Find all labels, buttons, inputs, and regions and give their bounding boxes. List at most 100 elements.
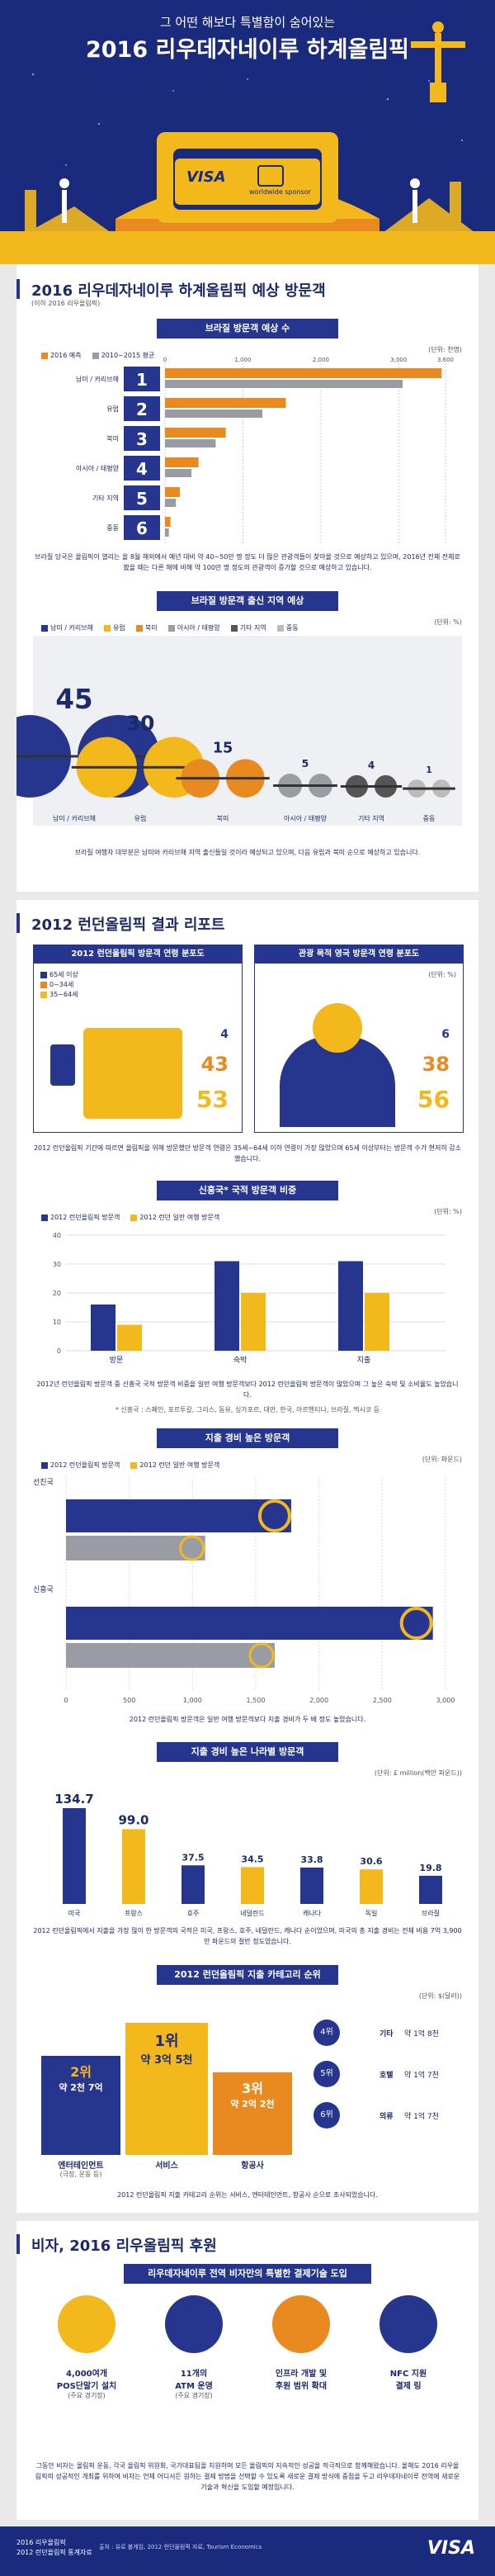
bar-forecast [165, 457, 199, 467]
arrivals-chart: 0 1,000 2,000 3,000 3,600 1 남미 / 카리브해 2 유럽 3 북미 4 아시… [76, 357, 454, 545]
row-label: 선진국 [33, 1478, 54, 1487]
section-title: 비자, 2016 리우올림픽 후원 [31, 2237, 217, 2255]
age-value-35-64: 53 [196, 1086, 229, 1113]
legend-item: 2010~2015 평균 [92, 351, 154, 360]
chart-legend: 2012 런던올림픽 방문객 2012 런던 일반 여행 방문객 [41, 1455, 226, 1470]
bar-olympic [66, 1607, 433, 1640]
feature-title-2: 후원 범위 확대 [275, 2382, 328, 2391]
country-label: 캐나다 [303, 1910, 322, 1917]
age-panel-left: 2012 런던올림픽 방문객 연령 분포도 65세 이상 0~34세 35~64… [33, 945, 243, 1133]
pos-terminal-icon [58, 2295, 116, 2353]
bar-average [165, 410, 263, 418]
category-row: 6위 의류 약 1억 7천 [314, 2097, 462, 2138]
section-visa: 비자, 2016 리우올림픽 후원 리우데자네이루 전역 비자만의 특별한 결제… [16, 2221, 478, 2520]
athlete-figure [419, 1875, 442, 1904]
bar-olympic [66, 1499, 291, 1532]
bar-olympic [91, 1305, 116, 1351]
podium-label: 서비스 [155, 2162, 178, 2171]
row-label: 아시아 / 태평양 [76, 464, 120, 472]
section-visitors: 2016 리우데자네이루 하계올림픽 예상 방문객 (이하 2016 리우올림픽… [16, 264, 478, 892]
legend-item: 중동 [276, 623, 299, 632]
category-amount: 약 1억 8천 [404, 2030, 440, 2039]
section-title: 2016 리우데자네이루 하계올림픽 예상 방문객 [31, 282, 326, 300]
section-paragraph: 그동안 비자는 올림픽 운동, 각국 올림픽 위원회, 국가대표팀을 지원하며 … [35, 2462, 460, 2491]
bar-forecast [165, 487, 180, 497]
podium-rank: 2위 [70, 2064, 92, 2080]
section-note: (이하 2016 리우올림픽) [31, 300, 101, 307]
feature-pos: 4,000여개 POS단말기 설치 (주요 경기장) [33, 2295, 140, 2400]
bike-wheel-icon [248, 1642, 275, 1669]
row-label: 유럽 [106, 405, 119, 413]
rank-box [124, 485, 160, 510]
chart-unit: (단위: %) [428, 971, 456, 978]
chart-ribbon: 지출 경비 높은 방문객 [157, 1428, 338, 1448]
chart-unit: (단위: $(달러)) [418, 1992, 462, 2000]
bar-general [365, 1293, 389, 1351]
podium-amount: 약 3억 5천 [140, 2054, 193, 2067]
podium: 2위 약 2천 7억 1위 약 3억 5천 3위 약 2억 2천 [41, 2006, 297, 2155]
bar-general [117, 1324, 142, 1351]
legend-item: 북미 [135, 623, 158, 632]
feature-infra: 인프라 개발 및 후원 범위 확대 [248, 2295, 355, 2391]
card-caption: worldwide sponsor [249, 188, 311, 196]
legend-item: 2016 예측 [41, 351, 82, 360]
emerging-chart: 40 30 20 10 0 방문 숙박 지출 [53, 1232, 446, 1365]
athlete-figure [241, 1867, 264, 1904]
tick-label: 1,500 [247, 1697, 266, 1704]
country-value: 37.5 [182, 1852, 204, 1863]
region-legend: 남미 / 카리브해 유럽 북미 아시아 / 태평양 기타 지역 중동 [41, 618, 305, 633]
radio-icon [50, 1044, 75, 1086]
section-paragraph: 브라질 여행자 대부분은 남미와 카리브해 지역 출신들일 것이라 예상되고 있… [74, 849, 421, 856]
visa-logo: VISA [427, 2538, 475, 2559]
age-panel-right: 관광 목적 영국 방문객 연령 분포도 (단위: %) 6 38 56 [254, 945, 464, 1133]
country-label: 독일 [365, 1910, 378, 1917]
category-label: 방문 [110, 1356, 124, 1365]
bar-average [165, 528, 169, 537]
feature-grid: 4,000여개 POS단말기 설치 (주요 경기장) 11개의 ATM 운영 (… [33, 2295, 462, 2436]
tick-label: 20 [53, 1290, 61, 1297]
tick-label: 1,000 [183, 1697, 202, 1704]
tick-label: 2,500 [373, 1697, 392, 1704]
luggage-icon [83, 1028, 182, 1119]
hero-subtitle: 그 어떤 해보다 특별함이 숨어있는 [159, 15, 336, 30]
legend-item: 2012 런던올림픽 방문객 [41, 1461, 120, 1470]
legend-item: 2012 런던 일반 여행 방문객 [130, 1461, 219, 1470]
bar-olympic [338, 1261, 363, 1351]
panel-title: 관광 목적 영국 방문객 연령 분포도 [255, 945, 463, 964]
podium-sublabel: (극장, 운동 등) [59, 2171, 102, 2178]
section-paragraph: 2012 런던올림픽 방문객은 일반 여행 방문객보다 지출 경비가 두 배 정… [129, 1716, 366, 1723]
atm-icon [165, 2295, 223, 2353]
tick-label: 3,000 [436, 1697, 455, 1704]
other-categories: 4위 기타 약 1억 8천 5위 호텔 약 1억 7천 6위 의류 약 1억 7… [314, 2015, 462, 2138]
rank-box [124, 396, 160, 421]
footer-source: 출처 : 유로 볼게임, 2012 런던올림픽 자료, Tourism Econ… [99, 2544, 262, 2550]
section-paragraph: 브라질 당국은 올림픽이 열리는 올 8월 해외에서 예년 대비 약 40~50… [35, 553, 460, 571]
age-value-35-64: 56 [417, 1086, 450, 1113]
podium-label: 항공사 [241, 2162, 264, 2171]
region-value: 45 [55, 684, 92, 715]
podium-amount: 약 2억 2천 [230, 2099, 275, 2110]
hero-title: 2016 리우데자네이루 하계올림픽 [85, 37, 410, 63]
olympic-rings-icon [257, 165, 284, 187]
hero-bottom-bar [0, 231, 495, 264]
country-label: 미국 [68, 1910, 81, 1917]
section-marker [16, 279, 20, 299]
age-legend: 65세 이상 0~34세 35~64세 [40, 970, 78, 1000]
feature-sub: (주요 경기장) [68, 2392, 106, 2399]
section-paragraph: 2012 런던올림픽 지출 카테고리 순위는 서비스, 엔터테인먼트, 항공사 … [117, 2191, 378, 2199]
chart-ribbon: 브라질 방문객 예상 수 [157, 319, 338, 339]
row-label: 남미 / 카리브해 [76, 375, 119, 383]
category-amount: 약 1억 7천 [404, 2072, 440, 2080]
rank-box [124, 426, 160, 451]
rank-box [124, 367, 160, 391]
podium-3rd: 3위 약 2억 2천 [213, 2072, 292, 2155]
tick-label: 0 [64, 1697, 68, 1704]
section-paragraph: 2012 런던올림픽 기간에 따르면 올림픽을 위해 방문했던 방문객 연령은 … [33, 1144, 462, 1163]
podium-rank: 3위 [242, 2081, 263, 2096]
age-value-0-34: 43 [200, 1053, 229, 1076]
region-value: 5 [302, 757, 309, 769]
chart-ribbon: 신흥국* 국적 방문객 비중 [157, 1181, 338, 1200]
payment-card-icon [272, 2295, 330, 2353]
section-paragraph: 2012년 런던올림픽 방문객 중 신흥국 국적 방문객 비중을 일반 여행 방… [36, 1380, 459, 1399]
podium-amount: 약 2천 7억 [59, 2082, 103, 2093]
